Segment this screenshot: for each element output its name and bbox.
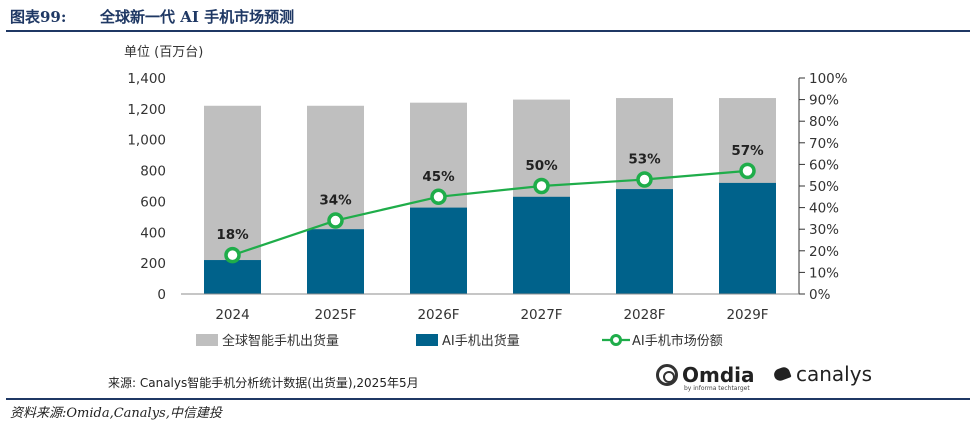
share-point: [636, 171, 653, 188]
bar-ai-shipments: [719, 182, 776, 294]
left-tick-label: 1,200: [127, 102, 166, 118]
right-tick-label: 90%: [809, 93, 839, 109]
share-point: [224, 246, 241, 264]
right-y-axis: 0% 10% 20% 30% 40% 50% 60% 70% 80% 90% 100%: [798, 71, 848, 303]
canalys-mark-icon: [774, 365, 792, 383]
bar-ai-shipments: [410, 207, 467, 294]
right-tick-label: 20%: [809, 244, 839, 260]
legend-swatch-total: [196, 334, 218, 346]
share-data-label: 45%: [422, 169, 455, 185]
x-tick-label: 2029F: [726, 307, 768, 323]
legend-label-share: AI手机市场份额: [632, 333, 723, 349]
share-data-label: 57%: [731, 143, 764, 159]
left-tick-label: 1,400: [127, 71, 166, 87]
chart-area: 单位 (百万台) 0 200 400 600 800 1,000 1,200 1,400 0% 1…: [6, 30, 970, 398]
share-point: [739, 162, 756, 180]
right-tick-label: 60%: [809, 157, 839, 173]
bars: [204, 98, 776, 295]
figure-title: 全球新一代 AI 手机市场预测: [100, 8, 295, 26]
bar-ai-shipments: [616, 189, 673, 294]
canalys-logo: canalys: [774, 364, 872, 384]
right-tick-label: 70%: [809, 136, 839, 152]
logos: Omdia by informa techtarget canalys: [656, 364, 876, 392]
x-axis: 2024 2025F 2026F 2027F 2028F 2029F: [181, 293, 799, 323]
legend-label-ai: AI手机出货量: [442, 333, 520, 349]
legend-swatch-point: [610, 334, 622, 346]
right-tick-label: 100%: [809, 71, 848, 87]
left-tick-label: 600: [140, 194, 166, 210]
left-y-axis: 单位 (百万台) 0 200 400 600 800 1,000 1,200 1,400: [124, 45, 203, 303]
left-tick-label: 200: [140, 256, 166, 272]
figure-header: 图表99: 全球新一代 AI 手机市场预测: [6, 0, 970, 32]
bar-ai-shipments: [513, 196, 570, 294]
share-point: [533, 177, 550, 195]
left-tick-label: 0: [157, 287, 166, 303]
share-line-path: [232, 169, 748, 257]
left-axis-title: 单位 (百万台): [124, 45, 203, 60]
left-tick-label: 400: [140, 225, 166, 241]
share-point: [327, 212, 344, 229]
share-data-label: 34%: [319, 193, 352, 209]
omdia-wordmark: Omdia: [682, 363, 755, 387]
x-tick-label: 2024: [215, 307, 249, 323]
share-line: 18% 34% 45% 50% 53% 57%: [216, 143, 764, 264]
figure-label: 图表99:: [10, 8, 67, 26]
x-tick-label: 2026F: [417, 307, 459, 323]
share-point: [430, 188, 447, 206]
figure-source-footer: 资料来源:Omida,Canalys,中信建投: [10, 406, 222, 421]
canalys-wordmark: canalys: [796, 362, 872, 386]
omdia-mark-icon: [656, 364, 678, 386]
omdia-logo: Omdia: [656, 364, 755, 386]
legend: 全球智能手机出货量 AI手机出货量 AI手机市场份额: [196, 333, 723, 349]
footer-divider: [6, 398, 970, 400]
x-tick-label: 2027F: [520, 307, 562, 323]
legend-swatch-ai: [416, 334, 438, 346]
left-tick-label: 800: [140, 164, 166, 180]
share-data-label: 53%: [628, 152, 661, 168]
x-tick-label: 2025F: [314, 307, 356, 323]
combo-chart: 单位 (百万台) 0 200 400 600 800 1,000 1,200 1,400 0% 1…: [124, 45, 848, 349]
right-tick-label: 40%: [809, 201, 839, 217]
left-tick-label: 1,000: [127, 133, 166, 149]
share-data-label: 50%: [525, 158, 558, 174]
right-tick-label: 50%: [809, 179, 839, 195]
chart-source: 来源: Canalys智能手机分析统计数据(出货量),2025年5月: [108, 376, 419, 390]
share-data-label: 18%: [216, 227, 249, 243]
bar-ai-shipments: [204, 260, 261, 294]
legend-label-total: 全球智能手机出货量: [222, 333, 339, 349]
x-tick-label: 2028F: [623, 307, 665, 323]
bar-ai-shipments: [307, 229, 364, 294]
right-tick-label: 30%: [809, 222, 839, 238]
right-tick-label: 10%: [809, 265, 839, 281]
right-tick-label: 0%: [809, 287, 831, 303]
right-tick-label: 80%: [809, 114, 839, 130]
omdia-tagline: by informa techtarget: [684, 385, 750, 392]
